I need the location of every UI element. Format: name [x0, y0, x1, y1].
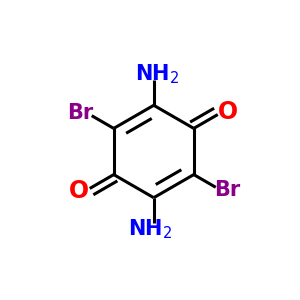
Text: O: O	[69, 179, 89, 203]
Text: NH$_2$: NH$_2$	[135, 62, 179, 86]
Text: Br: Br	[214, 180, 240, 200]
Text: O: O	[218, 100, 238, 124]
Text: Br: Br	[67, 103, 93, 123]
Text: NH$_2$: NH$_2$	[128, 217, 172, 241]
